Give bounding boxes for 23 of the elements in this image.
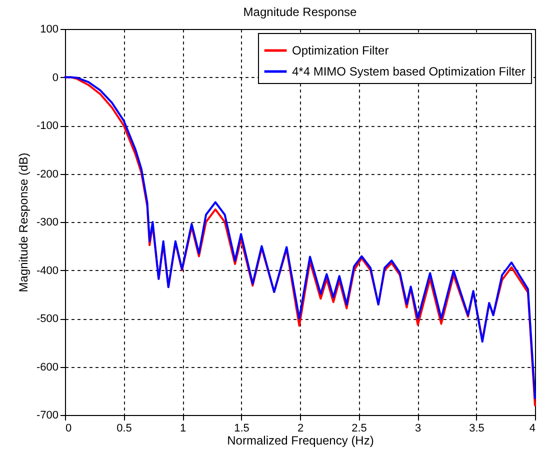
y-tick-label: -700 <box>36 410 58 422</box>
y-tick-label: -200 <box>36 168 58 180</box>
x-tick-label: 2 <box>297 422 304 434</box>
x-axis-title: Normalized Frequency (Hz) <box>227 434 374 448</box>
x-tick-label: 3 <box>414 422 422 434</box>
y-tick-label: -600 <box>36 361 58 374</box>
y-tick-label: 0 <box>52 72 58 84</box>
legend-label: 4*4 MIMO System based Optimization Filter <box>292 64 526 78</box>
x-tick-label: 1 <box>180 422 186 434</box>
x-tick-label: 0 <box>66 422 72 434</box>
y-tick-label: -400 <box>36 264 58 277</box>
x-tick-label: 1.5 <box>234 422 250 434</box>
y-axis-title: Magnitude Response (dB) <box>16 152 30 292</box>
x-tick-label: 4 <box>529 422 536 434</box>
y-tick-label: -300 <box>36 216 58 228</box>
x-tick-label: 3.5 <box>469 422 484 434</box>
y-tick-label: -100 <box>36 120 58 132</box>
y-tick-label: 100 <box>40 24 58 36</box>
x-tick-label: 0.5 <box>116 422 132 434</box>
y-tick-label: -500 <box>36 313 58 325</box>
chart-title: Magnitude Response <box>243 5 358 19</box>
legend-label: Optimization Filter <box>292 44 389 58</box>
x-tick-label: 2.5 <box>352 422 367 434</box>
